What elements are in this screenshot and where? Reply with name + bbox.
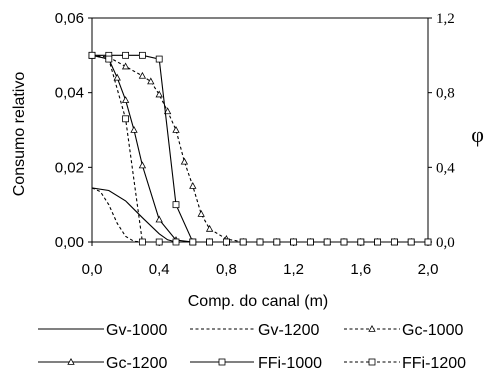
data-point-Gc-1000	[205, 224, 214, 232]
data-point-FFi-1200	[357, 238, 365, 246]
legend-marker	[368, 324, 376, 332]
series-line-Gv-1000	[91, 187, 428, 243]
legend-entry-FFi-1000: FFi-1000	[190, 355, 322, 372]
data-point-Gc-1000	[197, 209, 205, 217]
data-point-FFi-1200	[189, 238, 197, 246]
legend-label: Gv-1000	[106, 322, 167, 339]
legend: Gv-1000 Gv-1200 Gc-1000 Gc-1200 FFi-1000 FFi-…	[38, 322, 466, 372]
data-point-FFi-1200	[306, 238, 314, 246]
legend-label: Gc-1000	[402, 322, 463, 339]
data-point-FFi-1200	[239, 238, 247, 246]
data-point-Gc-1000	[180, 157, 189, 165]
plot-frame	[91, 17, 429, 243]
data-point-FFi-1000	[172, 201, 180, 209]
data-point-Gc-1200	[138, 161, 147, 169]
series-Gv-1200	[91, 187, 428, 243]
y-tick-label: 0,02	[55, 159, 84, 176]
series-line-Gc-1000	[91, 54, 428, 243]
x-tick-label: 0,4	[149, 261, 170, 278]
data-point-FFi-1200	[206, 238, 214, 246]
data-point-FFi-1200	[390, 238, 398, 246]
data-point-Gc-1000	[147, 77, 155, 85]
legend-entry-Gc-1000: Gc-1000	[344, 322, 463, 339]
data-point-FFi-1200	[407, 238, 415, 246]
x-tick-label: 0,8	[216, 261, 237, 278]
data-point-FFi-1200	[172, 238, 180, 246]
data-point-Gc-1200	[155, 215, 163, 223]
data-point-FFi-1000	[155, 55, 163, 63]
legend-entry-FFi-1200: FFi-1200	[344, 355, 466, 372]
data-point-Gc-1200	[130, 125, 138, 133]
y2-tick-label: 1,2	[436, 11, 455, 27]
data-point-FFi-1200	[256, 238, 264, 246]
y2-tick-label: 0,8	[436, 86, 455, 102]
y2-tick-label: 0,0	[436, 235, 455, 251]
data-point-FFi-1200	[273, 238, 281, 246]
series-line-FFi-1000	[92, 54, 428, 243]
legend-entry-Gv-1000: Gv-1000	[38, 322, 167, 339]
legend-marker	[218, 358, 226, 366]
legend-entry-Gv-1200: Gv-1200	[190, 322, 319, 339]
series-line-Gc-1200	[91, 54, 428, 243]
y-tick-label: 0,00	[55, 234, 84, 251]
x-tick-label: 1,6	[350, 261, 371, 278]
data-point-FFi-1200	[222, 238, 230, 246]
series-group	[88, 51, 432, 246]
legend-label: Gc-1200	[106, 355, 167, 372]
data-point-Gc-1200	[113, 73, 121, 81]
data-point-Gc-1200	[121, 96, 130, 103]
data-point-FFi-1200	[105, 55, 113, 63]
data-point-Gc-1000	[121, 62, 130, 70]
data-point-FFi-1200	[155, 238, 163, 246]
data-point-FFi-1200	[374, 238, 382, 246]
x-axis-title: Comp. do canal (m)	[188, 293, 329, 310]
y2-tick-label: 0,4	[436, 160, 455, 176]
data-point-Gc-1000	[155, 90, 163, 98]
data-point-Gc-1000	[172, 125, 180, 133]
series-line-FFi-1200	[91, 54, 428, 243]
data-point-Gc-1000	[138, 71, 147, 79]
x-tick-label: 1,2	[283, 261, 304, 278]
data-point-FFi-1200	[340, 238, 348, 246]
y2-axis-title: φ	[471, 122, 484, 147]
legend-marker	[368, 358, 376, 366]
data-point-FFi-1200	[424, 238, 432, 246]
x-tick-label: 2,0	[418, 261, 439, 278]
legend-label: FFi-1200	[402, 355, 466, 372]
legend-label: FFi-1000	[258, 355, 322, 372]
y-tick-label: 0,04	[55, 85, 84, 102]
data-point-FFi-1200	[323, 238, 331, 246]
data-point-FFi-1200	[88, 51, 96, 59]
series-FFi-1200	[88, 51, 432, 246]
legend-label: Gv-1200	[258, 322, 319, 339]
data-point-Gc-1000	[163, 107, 172, 115]
legend-marker	[67, 357, 75, 365]
tick-labels: 0,00 0,02 0,04 0,06 0,0 0,4 0,8 1,2 0,0 0,4 0,8 1,2…	[55, 10, 455, 278]
data-point-FFi-1200	[122, 115, 129, 123]
data-point-FFi-1000	[122, 51, 129, 59]
data-point-Gc-1000	[189, 181, 197, 189]
data-point-FFi-1200	[290, 238, 298, 246]
series-Gv-1000	[91, 187, 428, 243]
series-line-Gv-1200	[91, 187, 428, 243]
data-point-FFi-1000	[138, 51, 146, 59]
y-tick-label: 0,06	[55, 10, 84, 27]
y-axis-title: Consumo relativo	[11, 72, 28, 197]
x-tick-label: 0,0	[82, 261, 103, 278]
legend-entry-Gc-1200: Gc-1200	[38, 355, 167, 372]
data-point-FFi-1200	[138, 238, 146, 246]
